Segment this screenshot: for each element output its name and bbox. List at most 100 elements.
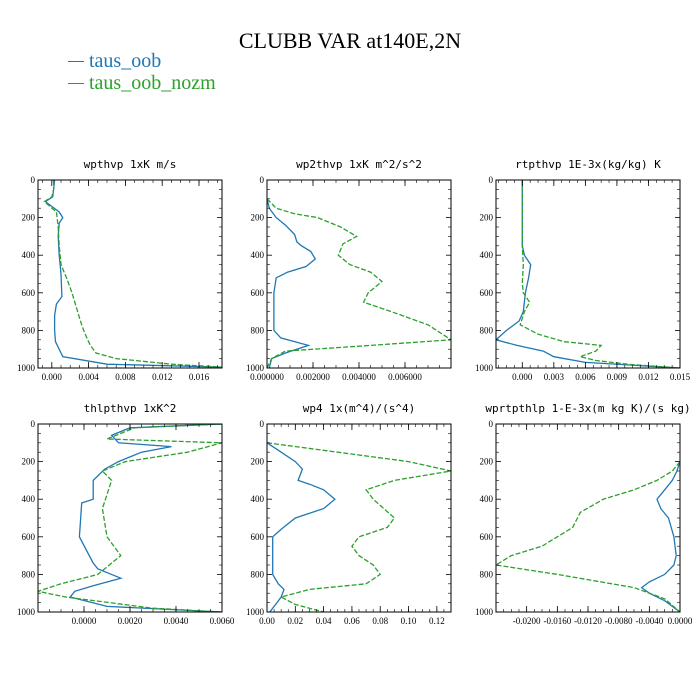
x-tick-label: 0.00 (259, 616, 275, 626)
subplot-title: thlpthvp 1xK^2 (84, 402, 177, 415)
y-tick-label: 600 (480, 532, 494, 542)
y-tick-label: 200 (480, 457, 494, 467)
y-tick-label: 0 (31, 175, 36, 185)
subplot-1: wpthvp 1xK m/s 0 200 400 600 800 1000 0.000 0.00… (17, 158, 223, 382)
x-tick-label: 0.06 (344, 616, 360, 626)
plot-frame (37, 423, 223, 613)
y-tick-label: 400 (22, 250, 36, 260)
subplot-6: wprtpthlp 1-E-3x(m kg K)/(s kg) 0 200 400 60… (475, 402, 693, 626)
subplot-title: wpthvp 1xK m/s (84, 158, 177, 171)
x-tick-label: 0.0040 (164, 616, 189, 626)
y-tick-label: 1000 (475, 363, 494, 373)
y-tick-label: 800 (480, 325, 494, 335)
x-tick-label: 0.004 (78, 372, 99, 382)
chart-title: CLUBB VAR at140E,2N (238, 28, 462, 53)
y-tick-label: 1000 (17, 607, 36, 617)
y-tick-label: 200 (251, 457, 265, 467)
y-tick-label: 800 (480, 569, 494, 579)
subplot-3: rtpthvp 1E-3x(kg/kg) K 0 200 400 600 800 1000 0… (475, 158, 691, 382)
x-tick-label: 0.008 (115, 372, 136, 382)
x-tick-label: 0.006000 (388, 372, 422, 382)
subplot-title: wprtpthlp 1-E-3x(m kg K)/(s kg) (485, 402, 690, 415)
y-tick-label: 600 (22, 288, 36, 298)
plot-frame (495, 179, 681, 369)
y-tick-label: 1000 (17, 363, 36, 373)
x-tick-label: 0.006 (575, 372, 596, 382)
y-tick-label: 0 (489, 419, 494, 429)
x-tick-label: 0.000 (42, 372, 63, 382)
y-tick-label: 800 (22, 569, 36, 579)
x-tick-label: -0.0040 (635, 616, 663, 626)
x-tick-label: 0.02 (287, 616, 303, 626)
y-tick-label: 600 (480, 288, 494, 298)
y-tick-label: 1000 (246, 607, 265, 617)
x-tick-label: 0.0060 (210, 616, 235, 626)
series-line-taus-oob-nozm (43, 180, 222, 368)
plot-frame (266, 179, 452, 369)
y-tick-label: 800 (251, 569, 265, 579)
subplot-title: wp4 1x(m^4)/(s^4) (303, 402, 416, 415)
x-tick-label: 0.04 (316, 616, 332, 626)
series-line-taus-oob (267, 198, 317, 368)
x-tick-label: 0.0000 (668, 616, 693, 626)
legend-label-taus-oob-nozm: taus_oob_nozm (89, 72, 216, 94)
x-tick-label: -0.0080 (605, 616, 633, 626)
legend: taus_oob taus_oob_nozm (68, 50, 216, 94)
legend-swatch-taus-oob (68, 60, 84, 62)
series-line-taus-oob-nozm (496, 461, 680, 612)
series-line-taus-oob-nozm (267, 442, 451, 612)
x-tick-label: 0.012 (638, 372, 658, 382)
x-tick-label: 0.002000 (296, 372, 330, 382)
y-tick-label: 0 (489, 175, 494, 185)
y-tick-label: 0 (260, 175, 265, 185)
x-tick-label: 0.016 (189, 372, 210, 382)
x-tick-label: 0.000000 (250, 372, 284, 382)
legend-item-taus-oob: taus_oob (68, 50, 216, 72)
x-tick-label: -0.0160 (543, 616, 571, 626)
x-tick-label: 0.0020 (118, 616, 143, 626)
legend-label-taus-oob: taus_oob (89, 50, 162, 72)
series-line-taus-oob (267, 442, 336, 612)
y-tick-label: 1000 (246, 363, 265, 373)
y-tick-label: 400 (251, 494, 265, 504)
x-tick-label: 0.009 (607, 372, 628, 382)
y-tick-label: 600 (22, 532, 36, 542)
legend-swatch-taus-oob-nozm (68, 82, 84, 84)
y-tick-label: 200 (22, 457, 36, 467)
y-tick-label: 400 (480, 494, 494, 504)
y-tick-label: 800 (22, 325, 36, 335)
subplot-2: wp2thvp 1xK m^2/s^2020040060080010000.00… (246, 158, 452, 382)
series-line-taus-oob-nozm (267, 198, 451, 368)
x-tick-label: 0.012 (152, 372, 172, 382)
y-tick-label: 600 (251, 532, 265, 542)
series-line-taus-oob (69, 424, 222, 612)
x-tick-label: -0.0120 (574, 616, 602, 626)
y-tick-label: 0 (31, 419, 36, 429)
subplot-title: rtpthvp 1E-3x(kg/kg) K (515, 158, 661, 171)
series-line-taus-oob (44, 180, 222, 368)
y-tick-label: 400 (480, 250, 494, 260)
series-line-taus-oob (496, 180, 680, 368)
y-tick-label: 1000 (475, 607, 494, 617)
legend-item-taus-oob-nozm: taus_oob_nozm (68, 72, 216, 94)
y-tick-label: 800 (251, 325, 265, 335)
x-tick-label: -0.0200 (513, 616, 541, 626)
y-tick-label: 200 (251, 213, 265, 223)
series-line-taus-oob-nozm (519, 180, 680, 368)
x-tick-label: 0.08 (372, 616, 388, 626)
x-tick-label: 0.004000 (342, 372, 376, 382)
y-tick-label: 0 (260, 419, 265, 429)
y-tick-label: 400 (251, 250, 265, 260)
x-tick-label: 0.015 (670, 372, 691, 382)
y-tick-label: 200 (22, 213, 36, 223)
plot-frame (495, 423, 681, 613)
series-line-taus-oob (640, 461, 680, 612)
subplot-4: thlpthvp 1xK^2 0 200 400 600 800 1000 0.0000 0.0… (17, 402, 235, 626)
y-tick-label: 600 (251, 288, 265, 298)
x-tick-label: 0.10 (401, 616, 417, 626)
x-tick-label: 0.12 (429, 616, 445, 626)
x-tick-label: 0.003 (544, 372, 565, 382)
x-tick-label: 0.000 (512, 372, 533, 382)
